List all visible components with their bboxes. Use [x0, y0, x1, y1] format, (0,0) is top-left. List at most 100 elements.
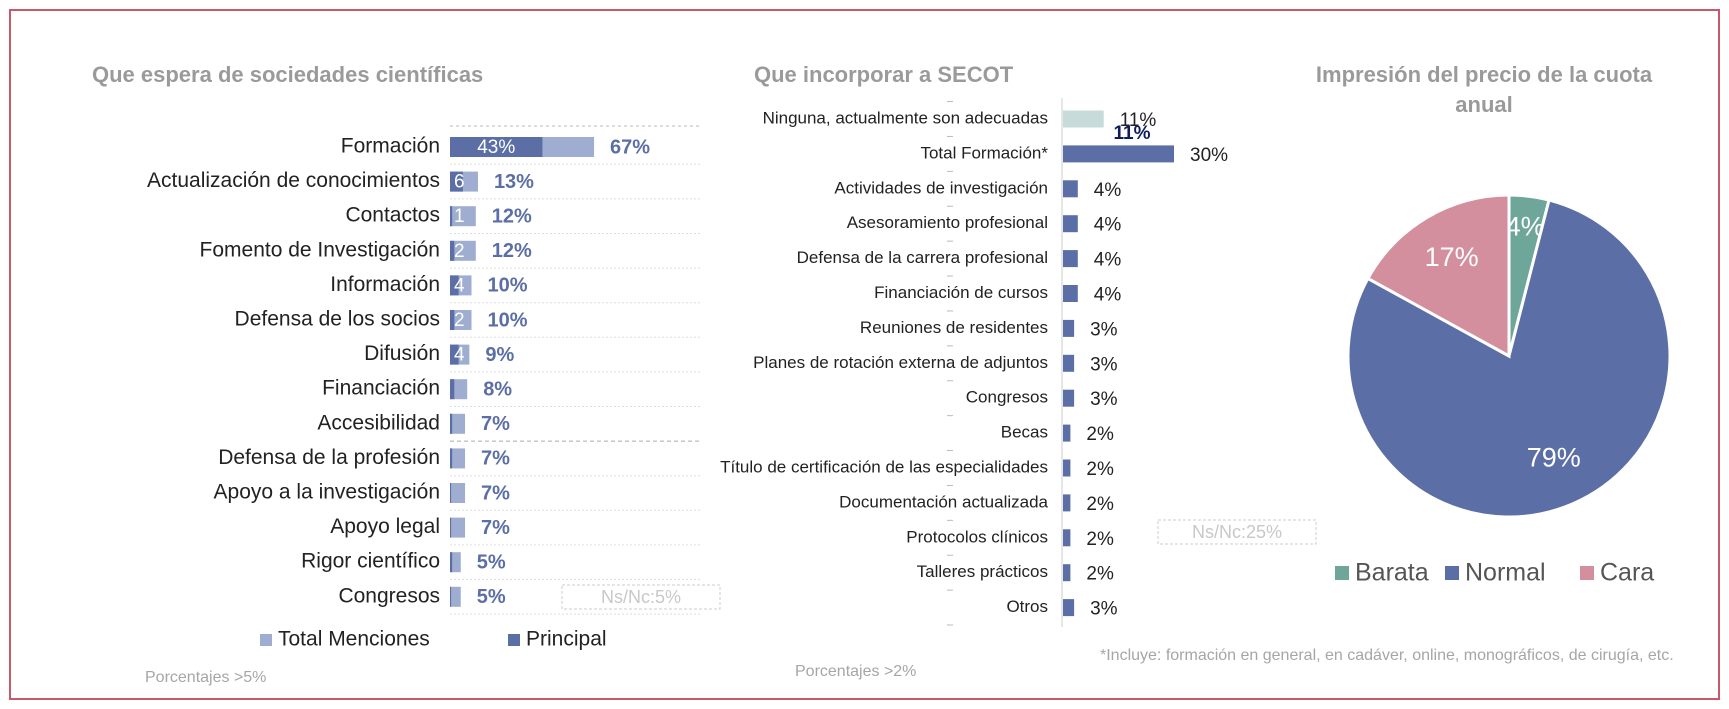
- data-label: 1: [454, 206, 465, 227]
- bar: [450, 448, 466, 469]
- pie-slice: [1346, 198, 1672, 519]
- bar: [450, 413, 453, 434]
- bar: [450, 413, 466, 434]
- bar: [1063, 529, 1071, 547]
- legend-label: Normal: [1465, 559, 1546, 587]
- chart-title: Que espera de sociedades científicas: [92, 62, 483, 87]
- bar: [450, 448, 453, 469]
- bar: [450, 483, 466, 503]
- footnote: *Incluye: formación en general, en cadáv…: [1100, 647, 1674, 664]
- chart-title: Que incorporar a SECOT: [754, 62, 1014, 87]
- bar: [450, 206, 476, 227]
- data-label: 3%: [1090, 389, 1118, 410]
- data-label: 4%: [1094, 180, 1122, 201]
- data-label: 5%: [477, 551, 506, 573]
- y-tick-label: Asesoramiento profesional: [847, 213, 1048, 232]
- y-tick-label: Contactos: [345, 204, 440, 227]
- y-tick-label: Ninguna, actualmente son adecuadas: [763, 108, 1048, 127]
- footnote: Porcentajes >2%: [795, 663, 916, 680]
- data-label: 10%: [488, 275, 528, 297]
- y-tick-label: Título de certificación de las especiali…: [720, 457, 1048, 476]
- data-label: 79%: [1527, 443, 1581, 473]
- bar: [450, 310, 472, 330]
- data-label: 2%: [1086, 424, 1114, 445]
- data-label: 4%: [1506, 211, 1545, 241]
- data-label: 2%: [1086, 494, 1114, 515]
- legend-swatch: [1335, 566, 1349, 580]
- data-label: 2: [454, 310, 465, 331]
- y-tick-label: Financiación de cursos: [874, 283, 1048, 302]
- y-tick-label: Apoyo a la investigación: [214, 481, 440, 504]
- bar: [450, 552, 453, 573]
- bar: [450, 586, 452, 607]
- bar: [450, 275, 459, 296]
- data-label: 7%: [481, 413, 510, 435]
- y-tick-label: Planes de rotación externa de adjuntos: [753, 353, 1048, 372]
- data-label: 3%: [1090, 599, 1118, 620]
- data-label: 12%: [492, 205, 532, 227]
- bar: [1063, 424, 1071, 442]
- data-label: 11%: [1120, 110, 1157, 131]
- bar: [1063, 599, 1075, 617]
- annotation: 11%: [1114, 123, 1151, 144]
- bar: [450, 483, 452, 503]
- bar: [1063, 389, 1075, 407]
- pie-slice: [1365, 193, 1511, 359]
- data-label: 8%: [483, 378, 512, 400]
- data-label: 4: [454, 275, 465, 296]
- data-label: 17%: [1425, 242, 1479, 272]
- data-label: 2%: [1086, 459, 1114, 480]
- bar: [1063, 110, 1104, 128]
- data-label: 3%: [1090, 319, 1118, 340]
- legend-label: Barata: [1355, 559, 1429, 587]
- bar: [450, 171, 463, 192]
- y-tick-label: Protocolos clínicos: [906, 527, 1048, 546]
- bar: [450, 517, 452, 538]
- bar: [450, 344, 459, 365]
- bar: [450, 517, 466, 538]
- data-label: 7%: [481, 482, 510, 504]
- legend-label: Principal: [526, 628, 607, 651]
- legend-swatch: [1580, 566, 1594, 580]
- data-label: 2%: [1086, 564, 1114, 585]
- bar: [1063, 494, 1071, 512]
- y-tick-label: Defensa de la profesión: [218, 446, 440, 469]
- data-label: 12%: [492, 240, 532, 262]
- data-label: 7%: [481, 517, 510, 539]
- bar: [450, 586, 461, 607]
- y-tick-label: Documentación actualizada: [839, 492, 1048, 511]
- bar: [1063, 250, 1078, 268]
- y-tick-label: Defensa de la carrera profesional: [797, 248, 1048, 267]
- bar: [1063, 215, 1078, 233]
- bar: [1063, 180, 1078, 198]
- y-tick-label: Congresos: [338, 584, 440, 607]
- legend-swatch: [1445, 566, 1459, 580]
- y-tick-label: Congresos: [966, 388, 1048, 407]
- data-label: 4%: [1094, 285, 1122, 306]
- legend-swatch: [508, 634, 520, 646]
- y-tick-label: Financiación: [322, 377, 440, 400]
- bar: [450, 137, 543, 157]
- bar: [450, 240, 476, 261]
- bar: [450, 310, 455, 330]
- bar: [1063, 319, 1075, 337]
- legend-label: Total Menciones: [278, 628, 430, 651]
- y-tick-label: Difusión: [364, 342, 440, 365]
- data-label: 13%: [494, 171, 534, 193]
- y-tick-label: Defensa de los socios: [235, 308, 440, 331]
- legend-label: Cara: [1600, 559, 1654, 587]
- data-label: 2: [454, 241, 465, 262]
- y-tick-label: Talleres prácticos: [917, 562, 1048, 581]
- bar: [450, 206, 453, 227]
- y-tick-label: Reuniones de residentes: [860, 318, 1048, 337]
- y-tick-label: Fomento de Investigación: [200, 238, 440, 261]
- bar: [450, 379, 455, 400]
- annotation: Ns/Nc:25%: [1192, 522, 1282, 542]
- bar: [1063, 459, 1071, 477]
- data-label: 30%: [1190, 145, 1228, 166]
- y-tick-label: Accesibilidad: [317, 411, 440, 434]
- y-tick-label: Rigor científico: [301, 550, 440, 573]
- data-label: 4: [454, 345, 465, 366]
- data-label: 4%: [1094, 250, 1122, 271]
- data-label: 2%: [1086, 529, 1114, 550]
